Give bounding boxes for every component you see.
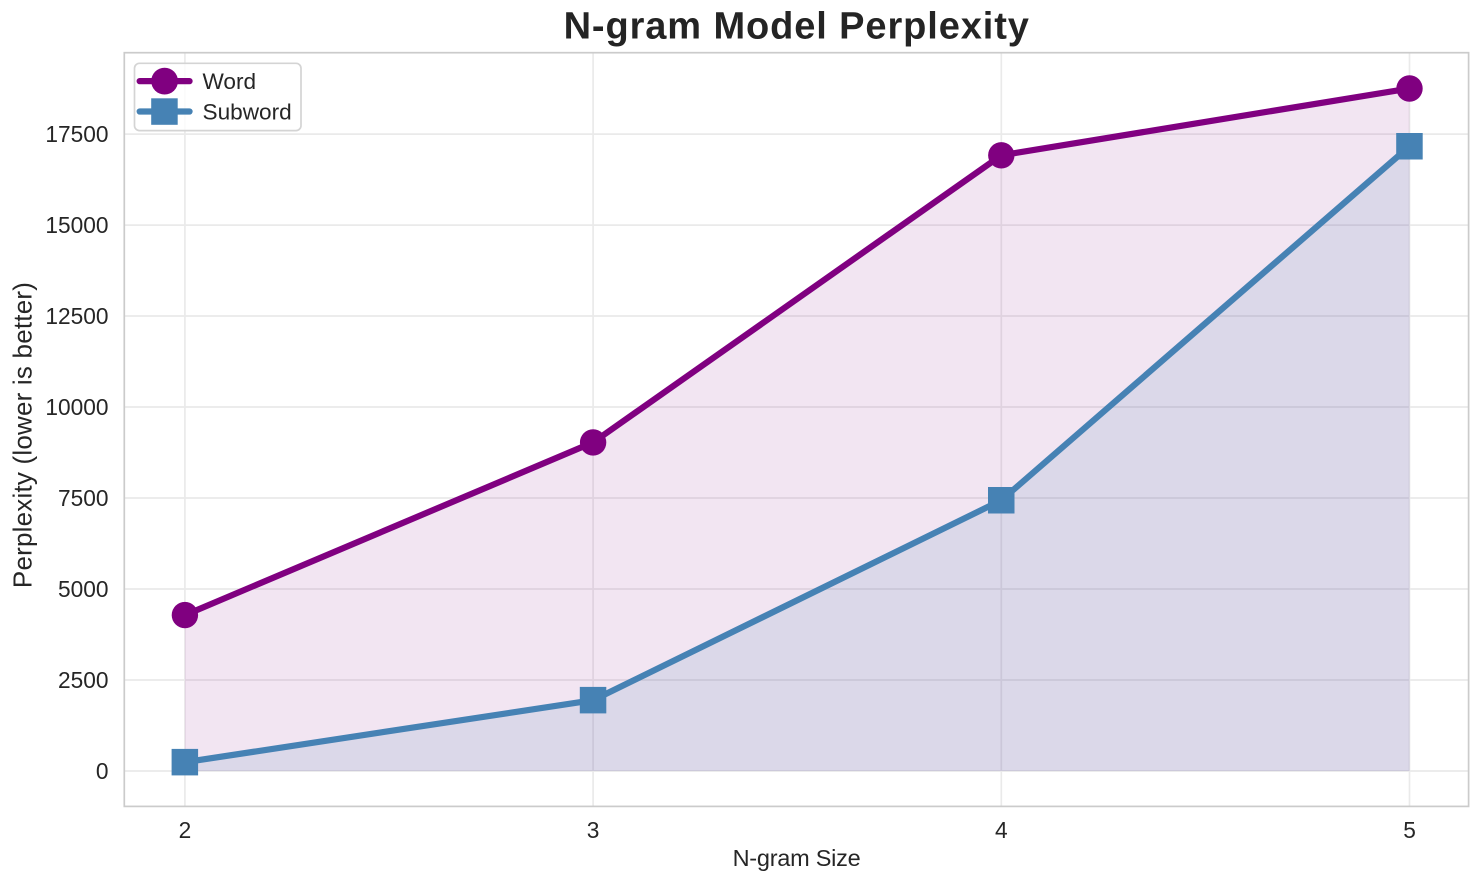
- svg-text:3: 3: [587, 817, 600, 843]
- svg-text:15000: 15000: [45, 212, 108, 238]
- svg-text:12500: 12500: [45, 303, 108, 329]
- svg-text:7500: 7500: [58, 485, 108, 511]
- svg-text:5: 5: [1403, 817, 1416, 843]
- svg-text:Subword: Subword: [203, 99, 292, 124]
- svg-text:5000: 5000: [58, 576, 108, 602]
- svg-text:0: 0: [96, 758, 109, 784]
- svg-text:N-gram Model Perplexity: N-gram Model Perplexity: [564, 6, 1030, 48]
- svg-text:N-gram Size: N-gram Size: [733, 845, 861, 871]
- svg-text:10000: 10000: [45, 394, 108, 420]
- svg-text:2: 2: [179, 817, 192, 843]
- svg-text:2500: 2500: [58, 667, 108, 693]
- svg-text:4: 4: [995, 817, 1008, 843]
- svg-text:Perplexity (lower is better): Perplexity (lower is better): [8, 282, 38, 588]
- svg-text:Word: Word: [203, 69, 257, 94]
- svg-text:17500: 17500: [45, 121, 108, 147]
